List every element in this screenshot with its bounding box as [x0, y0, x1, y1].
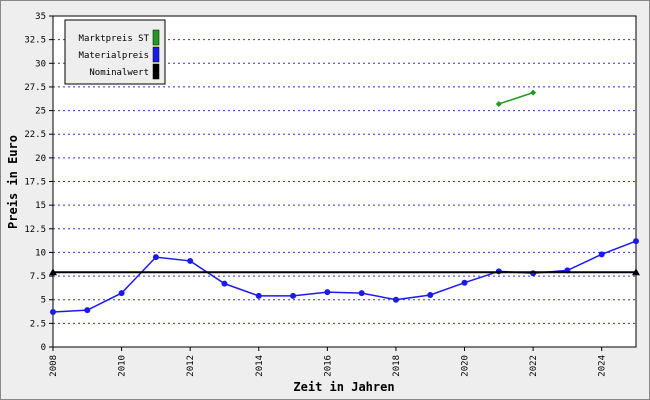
y-tick-label: 25 [35, 107, 46, 117]
point [118, 290, 125, 297]
point [392, 296, 399, 303]
y-tick-label: 32.5 [24, 36, 46, 46]
y-tick-label: 30 [35, 59, 46, 69]
series-line [498, 91, 534, 105]
legend-label: Nominalwert [89, 68, 149, 78]
point [49, 268, 57, 276]
x-tick-label: 2020 [461, 355, 471, 377]
legend-swatch [152, 29, 160, 46]
point [84, 307, 91, 314]
point [632, 268, 640, 276]
plot-border [52, 15, 637, 348]
y-tick-label: 7.5 [30, 272, 46, 282]
point [50, 309, 56, 316]
y-tick-label: 10 [35, 248, 46, 258]
y-tick-label: 35 [35, 12, 46, 22]
point [324, 289, 331, 296]
y-tick-label: 17.5 [24, 178, 46, 188]
point [290, 292, 297, 299]
legend-label: Marktpreis ST [79, 34, 150, 44]
point [152, 254, 159, 261]
point [427, 291, 434, 298]
legend-label: Materialpreis [79, 51, 149, 61]
point [221, 280, 228, 287]
x-tick-label: 2014 [255, 355, 265, 377]
y-tick-label: 20 [35, 154, 46, 164]
x-tick-label: 2018 [392, 355, 402, 377]
y-tick-label: 5 [41, 296, 46, 306]
point [598, 251, 605, 258]
y-tick-label: 2.5 [30, 319, 46, 329]
point [187, 257, 194, 264]
y-tick-label: 15 [35, 201, 46, 211]
x-tick-label: 2022 [529, 355, 539, 377]
point [255, 292, 262, 299]
x-tick-label: 2010 [118, 355, 128, 377]
point [530, 89, 537, 96]
legend-swatch [152, 63, 160, 80]
point [495, 100, 502, 107]
y-tick-label: 12.5 [24, 225, 46, 235]
y-tick-label: 0 [41, 343, 46, 353]
y-axis-label: Preis in Euro [6, 135, 20, 229]
y-tick-label: 22.5 [24, 130, 46, 140]
legend-box [64, 19, 166, 85]
x-axis-label: Zeit in Jahren [293, 380, 394, 394]
point [633, 238, 639, 245]
x-tick-label: 2012 [186, 355, 196, 377]
y-tick-label: 27.5 [24, 83, 46, 93]
point [358, 290, 365, 297]
x-tick-label: 2024 [598, 355, 608, 377]
point [461, 279, 468, 286]
x-tick-label: 2008 [49, 355, 59, 377]
legend-swatch [152, 46, 160, 63]
x-tick-label: 2016 [323, 355, 333, 377]
